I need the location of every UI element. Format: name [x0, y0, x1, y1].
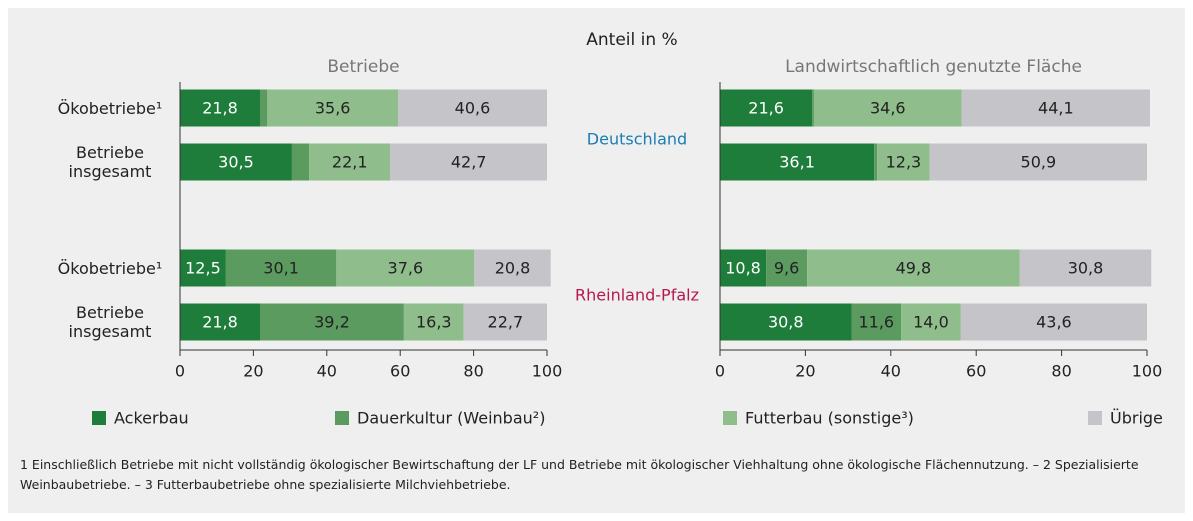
footnote: 1 Einschließlich Betriebe mit nicht voll…: [20, 457, 1139, 492]
bar-segment: [260, 89, 268, 127]
bar-segment: [929, 143, 1147, 181]
value-label: 49,8: [896, 259, 932, 278]
chart-title: Anteil in %: [586, 30, 677, 50]
legend-swatch: [723, 411, 737, 425]
category-label: Betriebe insgesamt: [68, 143, 152, 181]
bar-segment: [390, 143, 547, 181]
bar-segment: [960, 303, 1147, 341]
bar-segment: [180, 89, 261, 127]
x-tick-label: 60: [390, 362, 410, 381]
legend-label: Futterbau (sonstige³): [745, 409, 914, 428]
value-label: 40,6: [455, 99, 491, 118]
group-label: Deutschland: [587, 130, 687, 149]
legend-label: Dauerkultur (Weinbau²): [357, 409, 545, 428]
value-label: 10,8: [725, 259, 761, 278]
x-tick-label: 80: [463, 362, 483, 381]
panel-title: Landwirtschaftlich genutzte Fläche: [785, 57, 1082, 77]
value-label: 12,5: [185, 259, 221, 278]
category-label: Ökobetriebe¹: [57, 258, 163, 278]
x-tick-label: 20: [243, 362, 263, 381]
x-tick-label: 20: [795, 362, 815, 381]
bar-segment: [336, 249, 475, 287]
bar-segment: [291, 143, 310, 181]
value-label: 22,1: [332, 153, 368, 172]
legend-swatch: [335, 411, 349, 425]
bar-segment: [180, 249, 226, 287]
value-label: 21,8: [202, 99, 238, 118]
x-tick-label: 60: [966, 362, 986, 381]
bar-segment: [225, 249, 337, 287]
value-label: 14,0: [913, 313, 949, 332]
value-label: 20,8: [495, 259, 531, 278]
value-label: 35,6: [315, 99, 351, 118]
value-label: 30,8: [1068, 259, 1104, 278]
x-tick-label: 40: [317, 362, 337, 381]
bar-segment: [877, 143, 930, 181]
value-label: 9,6: [774, 259, 799, 278]
value-label: 21,8: [202, 313, 238, 332]
bar-segment: [851, 303, 902, 341]
value-label: 22,7: [488, 313, 524, 332]
legend-swatch: [92, 411, 106, 425]
bar-segment: [766, 249, 808, 287]
bar-segment: [180, 143, 292, 181]
bar-segment: [260, 303, 404, 341]
category-label: Betriebe insgesamt: [68, 303, 152, 341]
bar-segment: [720, 89, 813, 127]
x-tick-label: 100: [1132, 362, 1163, 381]
bar-segment: [720, 143, 875, 181]
bar-segment: [463, 303, 547, 341]
panel-title: Betriebe: [327, 57, 399, 77]
value-label: 11,6: [858, 313, 894, 332]
x-tick-label: 40: [881, 362, 901, 381]
bar-segment: [812, 89, 814, 127]
legend-label: Übrige: [1110, 409, 1163, 428]
category-label: Ökobetriebe¹: [57, 98, 163, 118]
bar-segment: [403, 303, 464, 341]
value-label: 42,7: [451, 153, 487, 172]
bar-segment: [397, 89, 547, 127]
bar-segment: [180, 303, 261, 341]
bar-segment: [720, 249, 767, 287]
value-label: 21,6: [748, 99, 784, 118]
value-label: 50,9: [1021, 153, 1057, 172]
bar-segment: [267, 89, 398, 127]
value-label: 43,6: [1036, 313, 1072, 332]
value-label: 16,3: [416, 313, 452, 332]
x-tick-label: 0: [175, 362, 185, 381]
legend-swatch: [1088, 411, 1102, 425]
bar-segment: [961, 89, 1150, 127]
x-tick-label: 0: [715, 362, 725, 381]
value-label: 39,2: [314, 313, 350, 332]
bar-segment: [474, 249, 551, 287]
value-label: 30,1: [263, 259, 299, 278]
value-label: 30,8: [768, 313, 804, 332]
bar-segment: [874, 143, 878, 181]
x-tick-label: 80: [1051, 362, 1071, 381]
group-label: Rheinland-Pfalz: [575, 286, 699, 305]
legend-label: Ackerbau: [114, 409, 189, 428]
value-label: 12,3: [886, 153, 922, 172]
value-label: 34,6: [870, 99, 906, 118]
value-label: 44,1: [1038, 99, 1074, 118]
bar-segment: [901, 303, 961, 341]
bar-segment: [813, 89, 962, 127]
bar-segment: [309, 143, 391, 181]
bar-segment: [720, 303, 852, 341]
value-label: 36,1: [779, 153, 815, 172]
bar-segment: [1019, 249, 1152, 287]
value-label: 37,6: [388, 259, 424, 278]
bar-segment: [807, 249, 1020, 287]
x-tick-label: 100: [532, 362, 563, 381]
value-label: 30,5: [218, 153, 254, 172]
